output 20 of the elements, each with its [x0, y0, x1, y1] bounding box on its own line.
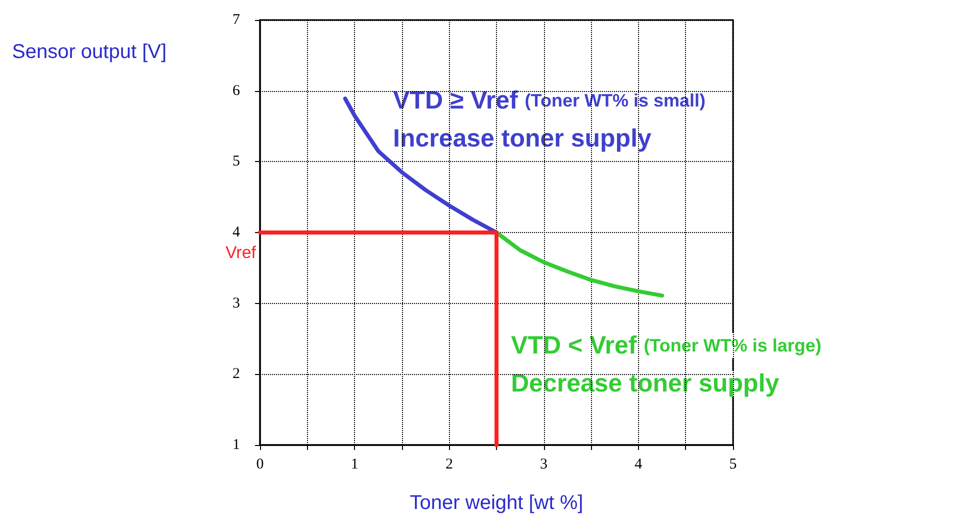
x-tick-label: 1: [350, 456, 358, 472]
y-axis-title: Sensor output [V]: [12, 41, 167, 63]
x-tick-label: 4: [634, 456, 643, 472]
series-label: Vref: [225, 243, 256, 262]
annotation: VTD ≥ Vref (Toner WT% is small): [393, 86, 706, 114]
annotation: Decrease toner supply: [511, 370, 780, 398]
y-tick-label: 2: [232, 366, 240, 382]
x-tick-label: 0: [256, 456, 264, 472]
y-tick-label: 7: [232, 12, 240, 28]
x-axis-title: Toner weight [wt %]: [410, 492, 584, 514]
x-tick-label: 3: [540, 456, 548, 472]
y-tick-label: 4: [232, 224, 240, 240]
y-tick-label: 6: [232, 82, 240, 99]
y-tick-label: 3: [232, 295, 240, 312]
annotation: VTD < Vref (Toner WT% is large): [511, 332, 822, 360]
annotation: Increase toner supply: [393, 124, 652, 152]
y-tick-label: 5: [232, 154, 240, 170]
y-tick-label: 1: [232, 437, 240, 453]
x-tick-label: 5: [729, 456, 737, 472]
x-tick-label: 2: [445, 456, 453, 472]
